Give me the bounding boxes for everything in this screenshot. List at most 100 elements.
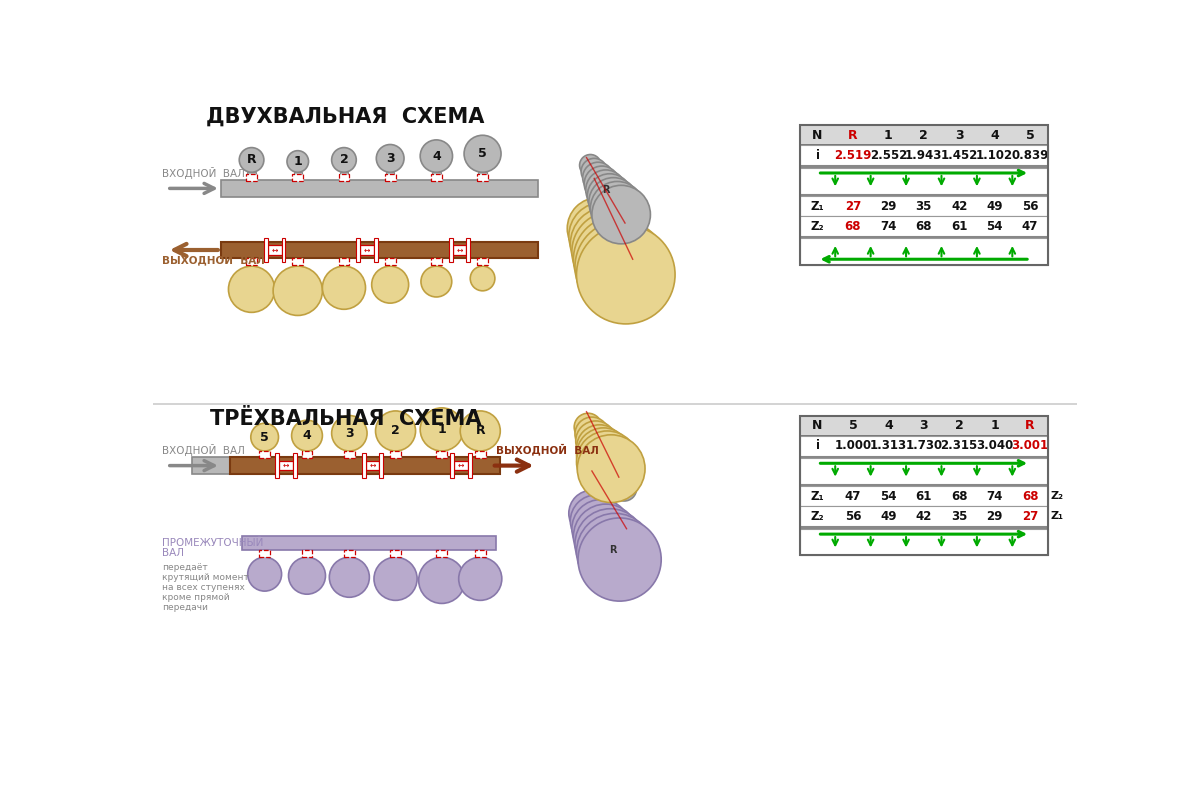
Bar	[800, 458, 1048, 484]
Bar	[268, 246, 282, 254]
Text: 1.730: 1.730	[905, 439, 942, 452]
Text: ↔: ↔	[271, 246, 278, 254]
Bar	[259, 550, 270, 558]
Text: 4: 4	[884, 419, 893, 432]
Bar	[247, 172, 256, 180]
Bar	[302, 451, 311, 457]
Circle shape	[574, 504, 638, 569]
Circle shape	[274, 266, 323, 315]
Bar	[800, 168, 1048, 194]
Text: 2: 2	[955, 419, 964, 432]
Circle shape	[288, 558, 325, 594]
Bar	[454, 461, 468, 470]
Circle shape	[578, 518, 661, 601]
Text: ↔: ↔	[364, 246, 371, 254]
Circle shape	[611, 474, 632, 495]
Text: R: R	[247, 154, 257, 166]
Bar	[431, 258, 442, 265]
Bar	[302, 551, 311, 558]
Bar	[800, 435, 1048, 455]
Bar	[432, 172, 440, 180]
Circle shape	[607, 467, 623, 482]
Circle shape	[251, 423, 278, 451]
Circle shape	[287, 150, 308, 172]
Circle shape	[421, 266, 451, 297]
Text: 29: 29	[986, 510, 1003, 523]
Bar	[301, 550, 312, 558]
Bar	[800, 146, 1048, 166]
Text: ВЫХОДНОЙ  ВАЛ: ВЫХОДНОЙ ВАЛ	[162, 254, 265, 266]
Bar	[221, 242, 538, 258]
Text: 5: 5	[1026, 129, 1034, 142]
Circle shape	[574, 216, 660, 302]
Circle shape	[583, 162, 613, 193]
Circle shape	[576, 226, 676, 324]
Text: 3: 3	[386, 152, 395, 165]
Circle shape	[576, 421, 616, 461]
Bar	[475, 451, 486, 458]
Text: 4: 4	[432, 150, 440, 162]
Bar	[374, 238, 378, 262]
Bar	[366, 461, 379, 470]
Text: 49: 49	[986, 200, 1003, 213]
Bar	[449, 238, 452, 262]
Text: ↔: ↔	[456, 246, 463, 254]
Text: 1.313: 1.313	[870, 439, 907, 452]
Text: передаёт: передаёт	[162, 562, 208, 572]
Text: 27: 27	[1022, 510, 1038, 523]
Text: 56: 56	[845, 510, 862, 523]
Circle shape	[420, 408, 463, 451]
Bar	[450, 454, 454, 478]
Text: 3: 3	[955, 129, 964, 142]
Bar	[800, 486, 1048, 506]
Circle shape	[590, 182, 644, 235]
Bar	[344, 550, 355, 558]
Text: кроме прямой: кроме прямой	[162, 593, 230, 602]
Bar	[338, 174, 349, 181]
Bar	[479, 258, 487, 266]
Text: i: i	[816, 439, 820, 452]
Circle shape	[377, 145, 404, 172]
Circle shape	[612, 476, 636, 501]
Text: ВХОДНОЙ  ВАЛ: ВХОДНОЙ ВАЛ	[162, 167, 245, 179]
Bar	[800, 216, 1048, 236]
Text: Z₁: Z₁	[811, 200, 824, 213]
Circle shape	[461, 411, 500, 451]
Text: 54: 54	[986, 220, 1003, 233]
Circle shape	[592, 186, 650, 244]
Text: 68: 68	[1021, 490, 1038, 503]
Circle shape	[574, 414, 602, 441]
Text: ВЫХОДНОЙ  ВАЛ: ВЫХОДНОЙ ВАЛ	[496, 444, 599, 455]
Bar	[391, 451, 400, 457]
Text: Z₂: Z₂	[811, 510, 824, 523]
Text: N: N	[812, 419, 823, 432]
Bar	[800, 415, 1048, 435]
Text: 68: 68	[950, 490, 967, 503]
Bar	[467, 238, 470, 262]
Bar	[437, 550, 448, 558]
Bar	[391, 551, 400, 558]
Text: Z₁: Z₁	[811, 490, 824, 503]
Bar	[385, 174, 396, 181]
Circle shape	[228, 266, 275, 312]
Text: 4: 4	[990, 129, 998, 142]
Bar	[221, 180, 538, 197]
Circle shape	[584, 166, 619, 202]
Bar	[800, 455, 1048, 458]
Text: 3.001: 3.001	[1012, 439, 1049, 452]
Bar	[360, 246, 374, 254]
Bar	[246, 174, 257, 181]
Bar	[275, 454, 278, 478]
Circle shape	[331, 415, 367, 451]
Text: на всех ступенях: на всех ступенях	[162, 582, 245, 592]
Bar	[293, 258, 304, 265]
Text: 1.102: 1.102	[976, 149, 1013, 162]
Text: 2: 2	[340, 154, 348, 166]
Text: крутящий момент: крутящий момент	[162, 573, 250, 582]
Circle shape	[464, 135, 502, 172]
Text: 2: 2	[919, 129, 928, 142]
Text: 29: 29	[880, 200, 896, 213]
Bar	[800, 529, 1048, 555]
Text: 1.452: 1.452	[941, 149, 978, 162]
Circle shape	[580, 154, 601, 176]
